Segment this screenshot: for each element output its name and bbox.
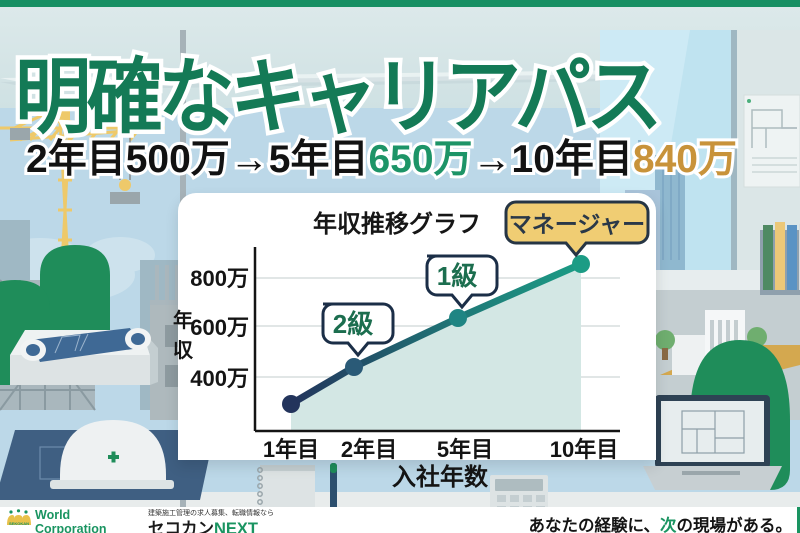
svg-text:1級: 1級	[437, 261, 477, 291]
svg-text:マネージャー: マネージャー	[509, 211, 645, 237]
svg-text:SEKOKAN: SEKOKAN	[9, 521, 29, 526]
svg-text:2級: 2級	[333, 309, 373, 339]
